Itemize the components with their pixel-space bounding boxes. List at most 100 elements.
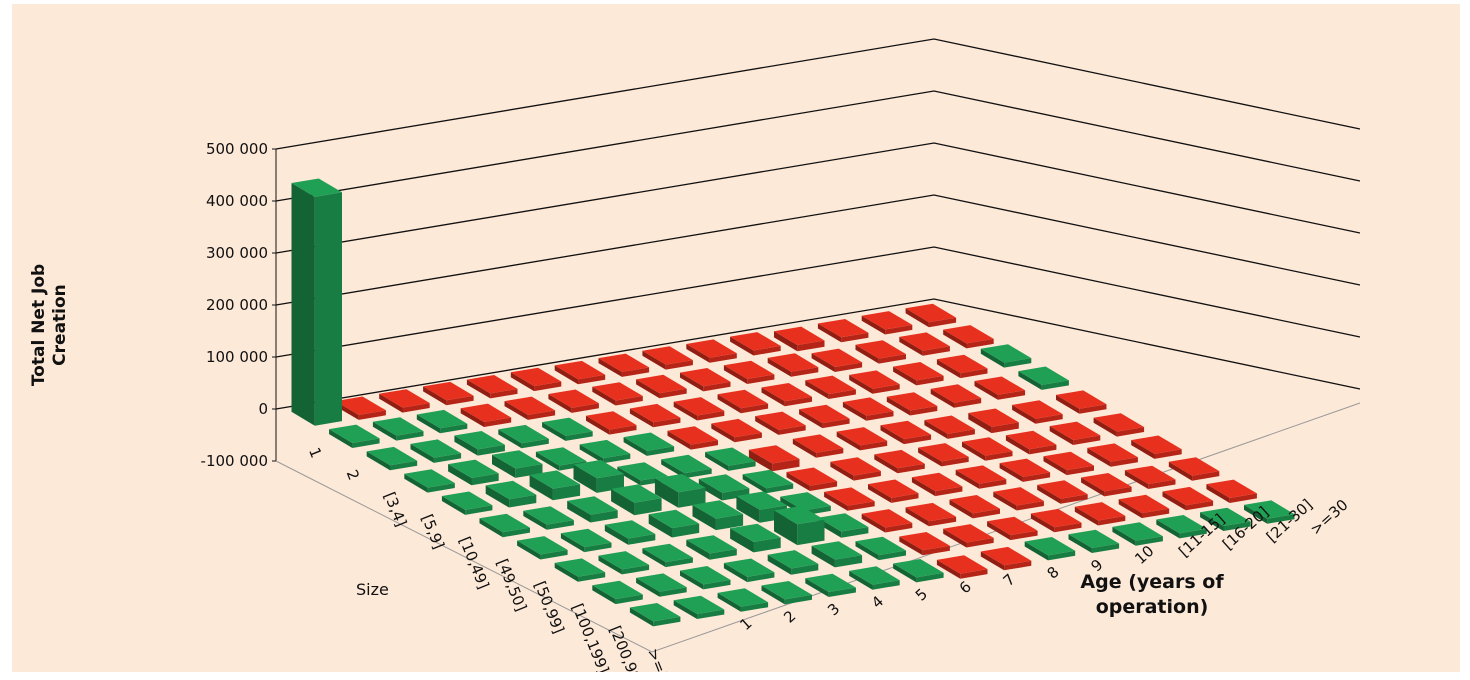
bar-face (772, 459, 800, 472)
bar-face (390, 460, 418, 471)
bar-face (797, 519, 825, 546)
bar-face (1200, 512, 1224, 531)
bar (886, 392, 938, 416)
bar-face (899, 336, 923, 356)
bar (905, 502, 957, 527)
bar-face (761, 387, 785, 407)
bar-face (654, 478, 679, 508)
bar-face (552, 484, 581, 501)
bar-face (962, 437, 1013, 456)
bar-face (905, 303, 957, 323)
bar-face (723, 365, 748, 384)
bar (849, 566, 900, 590)
bar-face (573, 459, 624, 479)
bar-face (479, 518, 503, 538)
bar-face (629, 607, 654, 627)
bar-face (604, 524, 629, 545)
gridline-z-3 (275, 194, 1361, 306)
bar-face (372, 421, 397, 441)
bar-face (980, 348, 1005, 368)
bar-face (372, 417, 424, 436)
bar-face (979, 479, 1007, 489)
bar-face (523, 506, 574, 525)
bar-face (609, 425, 637, 435)
bar-face (924, 415, 975, 434)
bar (730, 332, 781, 356)
bar-face (1104, 486, 1132, 497)
bar-face (686, 344, 710, 363)
bar-face (680, 368, 731, 387)
bar-face (498, 424, 549, 444)
bar-face (767, 550, 819, 569)
bar-face (849, 374, 873, 394)
bar-face (1200, 507, 1251, 526)
bar (786, 467, 838, 491)
bar-face (755, 411, 806, 430)
bar-face (784, 594, 812, 605)
bar-face (554, 558, 606, 577)
size-tick-label: [3,4] (380, 490, 410, 530)
bar-face (811, 348, 863, 367)
z-tick-label: 500 000 (206, 140, 268, 158)
bar (441, 491, 493, 515)
bar (861, 311, 913, 335)
bar (1244, 500, 1295, 524)
bar-face (611, 484, 662, 503)
bar (1087, 443, 1138, 467)
bar-face (492, 450, 543, 469)
bar (1156, 515, 1207, 539)
gridline-z-0 (275, 38, 1361, 150)
bar-face (791, 563, 819, 575)
bar-face (993, 491, 1017, 511)
bar-face (886, 396, 911, 416)
bar-face (811, 541, 863, 560)
bar-face (878, 550, 906, 561)
bar (936, 555, 988, 579)
bar (479, 513, 530, 538)
bar-face (352, 438, 380, 448)
bar-face (366, 451, 390, 471)
bar-face (1110, 457, 1138, 467)
bar-face (698, 474, 750, 493)
bar (517, 536, 568, 560)
bar-face (659, 587, 687, 597)
bar (560, 528, 612, 553)
bar (592, 382, 643, 406)
bar-face (861, 315, 886, 335)
bar-face (974, 381, 998, 400)
gridline-z-1 (275, 90, 1361, 202)
bar-face (578, 572, 606, 582)
bar-face (980, 344, 1032, 363)
bar (611, 484, 662, 516)
bar-face (930, 384, 982, 403)
bar-face (559, 461, 587, 471)
bar-face (291, 183, 315, 426)
bar-face (665, 360, 693, 370)
bar-face (636, 374, 687, 394)
bar-face (761, 585, 785, 605)
bar-face (767, 353, 819, 372)
bar (366, 446, 418, 471)
z-tick-label: 200 000 (206, 296, 268, 314)
bar-face (736, 496, 760, 523)
bar-face (554, 365, 578, 385)
bar-face (703, 381, 731, 392)
bar-face (834, 362, 863, 372)
bar (924, 415, 975, 439)
bar-face (899, 332, 950, 351)
bar-face (1066, 465, 1094, 476)
bar-face (1162, 486, 1214, 506)
bar-face (672, 523, 700, 538)
bar-face (910, 406, 938, 416)
bar-face (546, 520, 574, 530)
bar-face (1087, 443, 1138, 462)
bar-face (642, 350, 666, 370)
bar-face (502, 527, 530, 538)
bar-face (492, 454, 516, 478)
bar-face (899, 532, 950, 551)
bar (868, 479, 919, 503)
bar-face (842, 397, 894, 416)
bar-face (579, 439, 631, 459)
bar-face (465, 505, 493, 515)
